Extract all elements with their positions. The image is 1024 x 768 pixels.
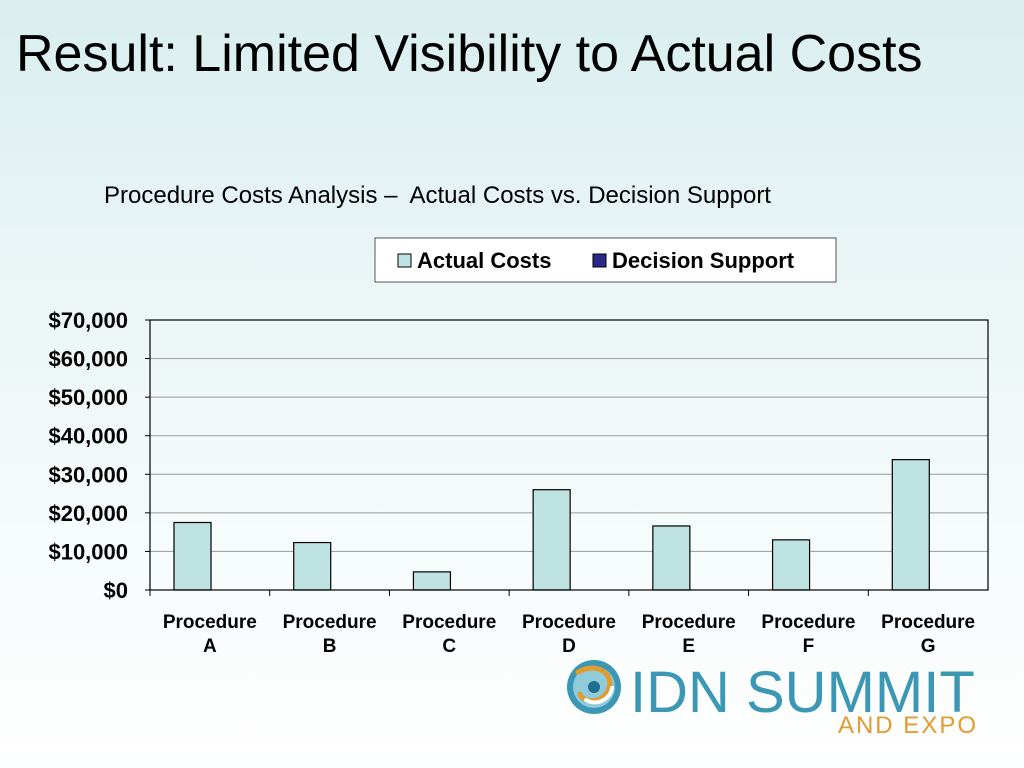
- x-category-label: Procedure: [163, 612, 257, 633]
- x-category-label: D: [562, 636, 576, 657]
- x-category-label: Procedure: [642, 612, 736, 633]
- x-category-label: Procedure: [881, 612, 975, 633]
- y-tick-label: $40,000: [48, 424, 128, 449]
- x-category-label: B: [323, 636, 337, 657]
- y-tick-label: $50,000: [48, 385, 128, 410]
- y-tick-label: $60,000: [48, 347, 128, 372]
- y-tick-label: $70,000: [48, 308, 128, 333]
- x-category-label: G: [921, 636, 936, 657]
- plot-area-frame: [149, 319, 989, 591]
- idn-summit-logo: IDN SUMMIT AND EXPO: [567, 660, 978, 739]
- y-axis-tick-labels: $0 $10,000 $20,000 $30,000 $40,000 $50,000 $60…: [48, 308, 150, 603]
- bar-actual-costs: [771, 539, 811, 591]
- legend-swatch: [592, 253, 607, 268]
- bar-actual-costs: [891, 459, 930, 591]
- x-category-label: A: [203, 636, 217, 657]
- legend-swatch: [397, 253, 412, 268]
- x-category-label: Procedure: [522, 612, 616, 633]
- slide-title: Result: Limited Visibility to Actual Cos…: [16, 25, 923, 83]
- x-category-label: F: [803, 636, 815, 657]
- x-category-label: C: [442, 636, 456, 657]
- chart-title: Procedure Costs Analysis – Actual Costs …: [104, 182, 771, 209]
- x-category-label: Procedure: [402, 612, 496, 633]
- swirl-logo-icon: [567, 660, 621, 714]
- legend-label: Actual Costs: [417, 248, 551, 273]
- bar-actual-costs: [293, 541, 332, 591]
- x-axis-category-labels: Procedure A Procedure B Procedure C Procedure D…: [163, 612, 975, 657]
- x-category-label: Procedure: [761, 612, 855, 633]
- legend: Actual Costs Decision Support: [374, 237, 837, 283]
- legend-label: Decision Support: [612, 248, 795, 273]
- y-tick-label: $20,000: [48, 501, 128, 526]
- x-category-label: E: [682, 636, 695, 657]
- y-tick-label: $10,000: [48, 539, 128, 564]
- bars: [149, 459, 930, 596]
- x-category-label: Procedure: [283, 612, 377, 633]
- bar-actual-costs: [173, 521, 212, 591]
- y-tick-label: $30,000: [48, 462, 128, 487]
- logo-wordmark: IDN SUMMIT: [630, 660, 975, 725]
- logo-subtitle: AND EXPO: [838, 712, 978, 739]
- bar-actual-costs: [412, 571, 452, 591]
- bar-actual-costs: [652, 525, 691, 591]
- bar-actual-costs: [532, 489, 571, 591]
- y-tick-label: $0: [104, 578, 128, 603]
